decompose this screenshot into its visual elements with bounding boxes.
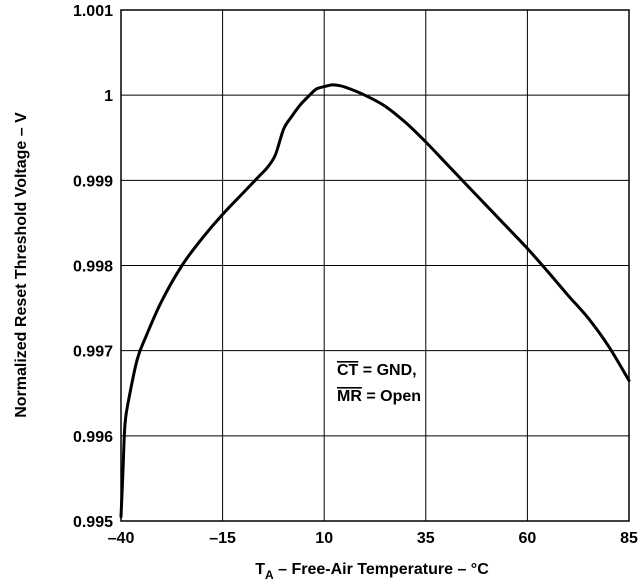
annotation-mr-label: MR [337, 388, 362, 405]
y-tick-label: 0.996 [73, 429, 113, 446]
x-axis-title-rest: – Free-Air Temperature – °C [274, 561, 490, 578]
x-tick-label: –40 [108, 530, 135, 547]
x-tick-label: 85 [620, 530, 638, 547]
svg-text:MR = Open: MR = Open [337, 388, 421, 405]
y-tick-label: 0.999 [73, 173, 113, 190]
annotation-mr-value: = Open [362, 388, 421, 405]
series-line [119, 83, 631, 519]
y-tick-label: 1 [104, 88, 113, 105]
y-axis-title: Normalized Reset Threshold Voltage – V [13, 112, 30, 418]
x-axis-title-main: T [255, 561, 265, 578]
y-tick-label: 0.995 [73, 514, 113, 531]
y-tick-labels: 0.995 0.996 0.997 0.998 0.999 1 1.001 [73, 3, 113, 531]
condition-annotation: CT = GND, MR = Open [337, 362, 421, 405]
plot-frame [120, 9, 630, 522]
x-tick-label: –15 [209, 530, 236, 547]
y-tick-label: 1.001 [73, 3, 113, 20]
annotation-ct-label: CT [337, 362, 359, 379]
x-axis-title: TA – Free-Air Temperature – °C [255, 561, 489, 582]
x-axis-title-sub: A [265, 568, 274, 582]
x-tick-labels: –40 –15 10 35 60 85 [108, 530, 638, 547]
x-tick-label: 10 [315, 530, 333, 547]
grid-lines [120, 9, 630, 522]
annotation-ct-value: = GND, [358, 362, 416, 379]
y-tick-label: 0.997 [73, 344, 113, 361]
svg-text:CT = GND,: CT = GND, [337, 362, 417, 379]
x-tick-label: 60 [519, 530, 537, 547]
y-tick-label: 0.998 [73, 259, 113, 276]
x-tick-label: 35 [417, 530, 435, 547]
